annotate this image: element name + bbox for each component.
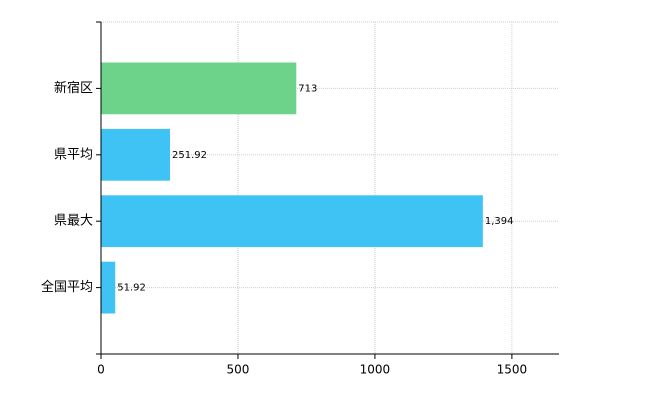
value-label: 251.92 xyxy=(172,150,207,161)
y-tick-label: 全国平均 xyxy=(41,279,93,295)
x-tick-label: 1000 xyxy=(360,363,391,377)
value-label: 51.92 xyxy=(117,283,146,294)
y-tick-label: 新宿区 xyxy=(54,80,93,96)
value-label: 713 xyxy=(298,83,317,94)
y-tick-label: 県平均 xyxy=(54,147,93,162)
bar xyxy=(101,62,297,115)
bar xyxy=(101,195,483,248)
x-tick-label: 500 xyxy=(227,363,250,377)
bar xyxy=(101,261,116,314)
bar xyxy=(101,128,171,181)
x-tick-label: 1500 xyxy=(497,363,528,377)
x-tick-label: 0 xyxy=(97,363,105,377)
value-label: 1,394 xyxy=(485,216,514,227)
y-tick-label: 県最大 xyxy=(54,214,93,229)
